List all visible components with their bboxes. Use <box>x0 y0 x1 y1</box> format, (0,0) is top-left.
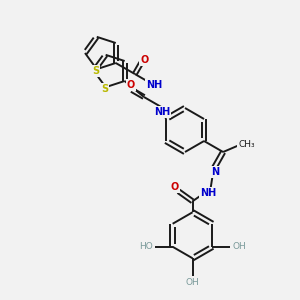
Text: OH: OH <box>186 278 200 287</box>
Text: S: S <box>101 84 108 94</box>
Text: S: S <box>92 66 99 76</box>
Text: O: O <box>170 182 179 192</box>
Text: NH: NH <box>200 188 217 198</box>
Text: O: O <box>140 55 148 65</box>
Text: N: N <box>212 167 220 177</box>
Text: OH: OH <box>232 242 246 251</box>
Text: HO: HO <box>139 242 153 251</box>
Text: CH₃: CH₃ <box>238 140 255 149</box>
Text: NH: NH <box>146 80 162 90</box>
Text: O: O <box>127 80 135 90</box>
Text: NH: NH <box>154 107 170 117</box>
